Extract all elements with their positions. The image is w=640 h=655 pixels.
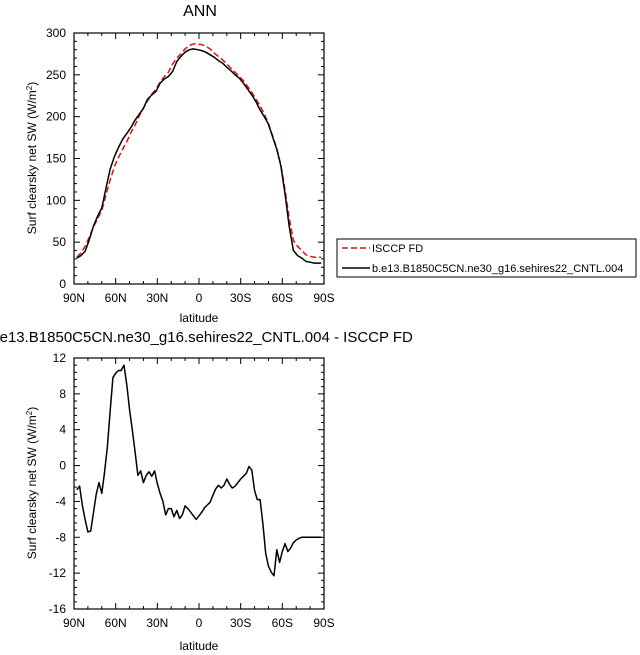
y-tick-label: 200 (46, 110, 66, 124)
x-tick-label: 0 (196, 291, 203, 305)
bottom-x-tick-labels: 90N 60N 30N 0 30S 60S 90S (63, 616, 335, 630)
x-tick-label: 30S (230, 616, 251, 630)
top-panel: ANN 90N 60N 30N 0 30S 60S 90S 0 50 100 150 200 250 3… (25, 3, 335, 325)
top-axis-ticks (73, 32, 325, 285)
bottom-plot-frame (73, 357, 325, 610)
y-tick-label: 12 (53, 351, 67, 365)
x-tick-label: 90N (63, 291, 85, 305)
x-tick-label: 60S (272, 291, 293, 305)
legend-label-model: b.e13.B1850C5CN.ne30_g16.sehires22_CNTL.… (372, 263, 623, 275)
top-chart-title: ANN (183, 3, 217, 20)
y-tick-label: -4 (55, 494, 66, 508)
top-x-axis-label: latitude (180, 311, 219, 325)
bottom-x-axis-label: latitude (180, 639, 219, 653)
x-tick-label: 0 (196, 616, 203, 630)
y-tick-label: 0 (59, 277, 66, 291)
series-line-b-e13-b1850c5cn-ne30-g16-sehires22-cntl-004 (76, 48, 322, 264)
legend: ISCCP FD b.e13.B1850C5CN.ne30_g16.sehire… (336, 238, 637, 278)
y-tick-label: -16 (49, 602, 67, 616)
x-tick-label: 90N (63, 616, 85, 630)
bottom-chart-title: b.e13.B1850C5CN.ne30_g16.sehires22_CNTL.… (0, 329, 413, 346)
bottom-panel: b.e13.B1850C5CN.ne30_g16.sehires22_CNTL.… (0, 329, 413, 653)
x-tick-label: 30N (146, 291, 168, 305)
bottom-y-axis-label: Surf clearsky net SW (W/m2) (25, 407, 39, 559)
y-tick-label: 8 (59, 387, 66, 401)
y-tick-label: 150 (46, 152, 66, 166)
top-x-tick-labels: 90N 60N 30N 0 30S 60S 90S (63, 291, 335, 305)
top-y-axis-label: Surf clearsky net SW (W/m2) (25, 82, 39, 234)
top-y-tick-labels: 0 50 100 150 200 250 300 (46, 26, 66, 291)
series-line-difference (76, 364, 322, 577)
y-tick-label: -12 (49, 566, 67, 580)
legend-label-isccp: ISCCP FD (372, 243, 423, 255)
top-plot-frame (73, 32, 325, 285)
y-tick-label: 50 (53, 235, 67, 249)
series-line-isccp-fd (76, 43, 322, 258)
bottom-y-tick-labels: -16 -12 -8 -4 0 4 8 12 (49, 351, 67, 616)
x-tick-label: 90S (313, 616, 334, 630)
legend-box (336, 238, 637, 278)
x-tick-label: 60N (105, 616, 127, 630)
y-tick-label: 0 (59, 459, 66, 473)
y-tick-label: -8 (55, 530, 66, 544)
x-tick-label: 60N (105, 291, 127, 305)
y-tick-label: 4 (59, 423, 66, 437)
y-tick-label: 300 (46, 26, 66, 40)
bottom-series (76, 364, 322, 577)
x-tick-label: 90S (313, 291, 334, 305)
y-tick-label: 250 (46, 68, 66, 82)
y-tick-label: 100 (46, 193, 66, 207)
x-tick-label: 30S (230, 291, 251, 305)
x-tick-label: 60S (272, 616, 293, 630)
x-tick-label: 30N (146, 616, 168, 630)
top-series (76, 43, 322, 264)
